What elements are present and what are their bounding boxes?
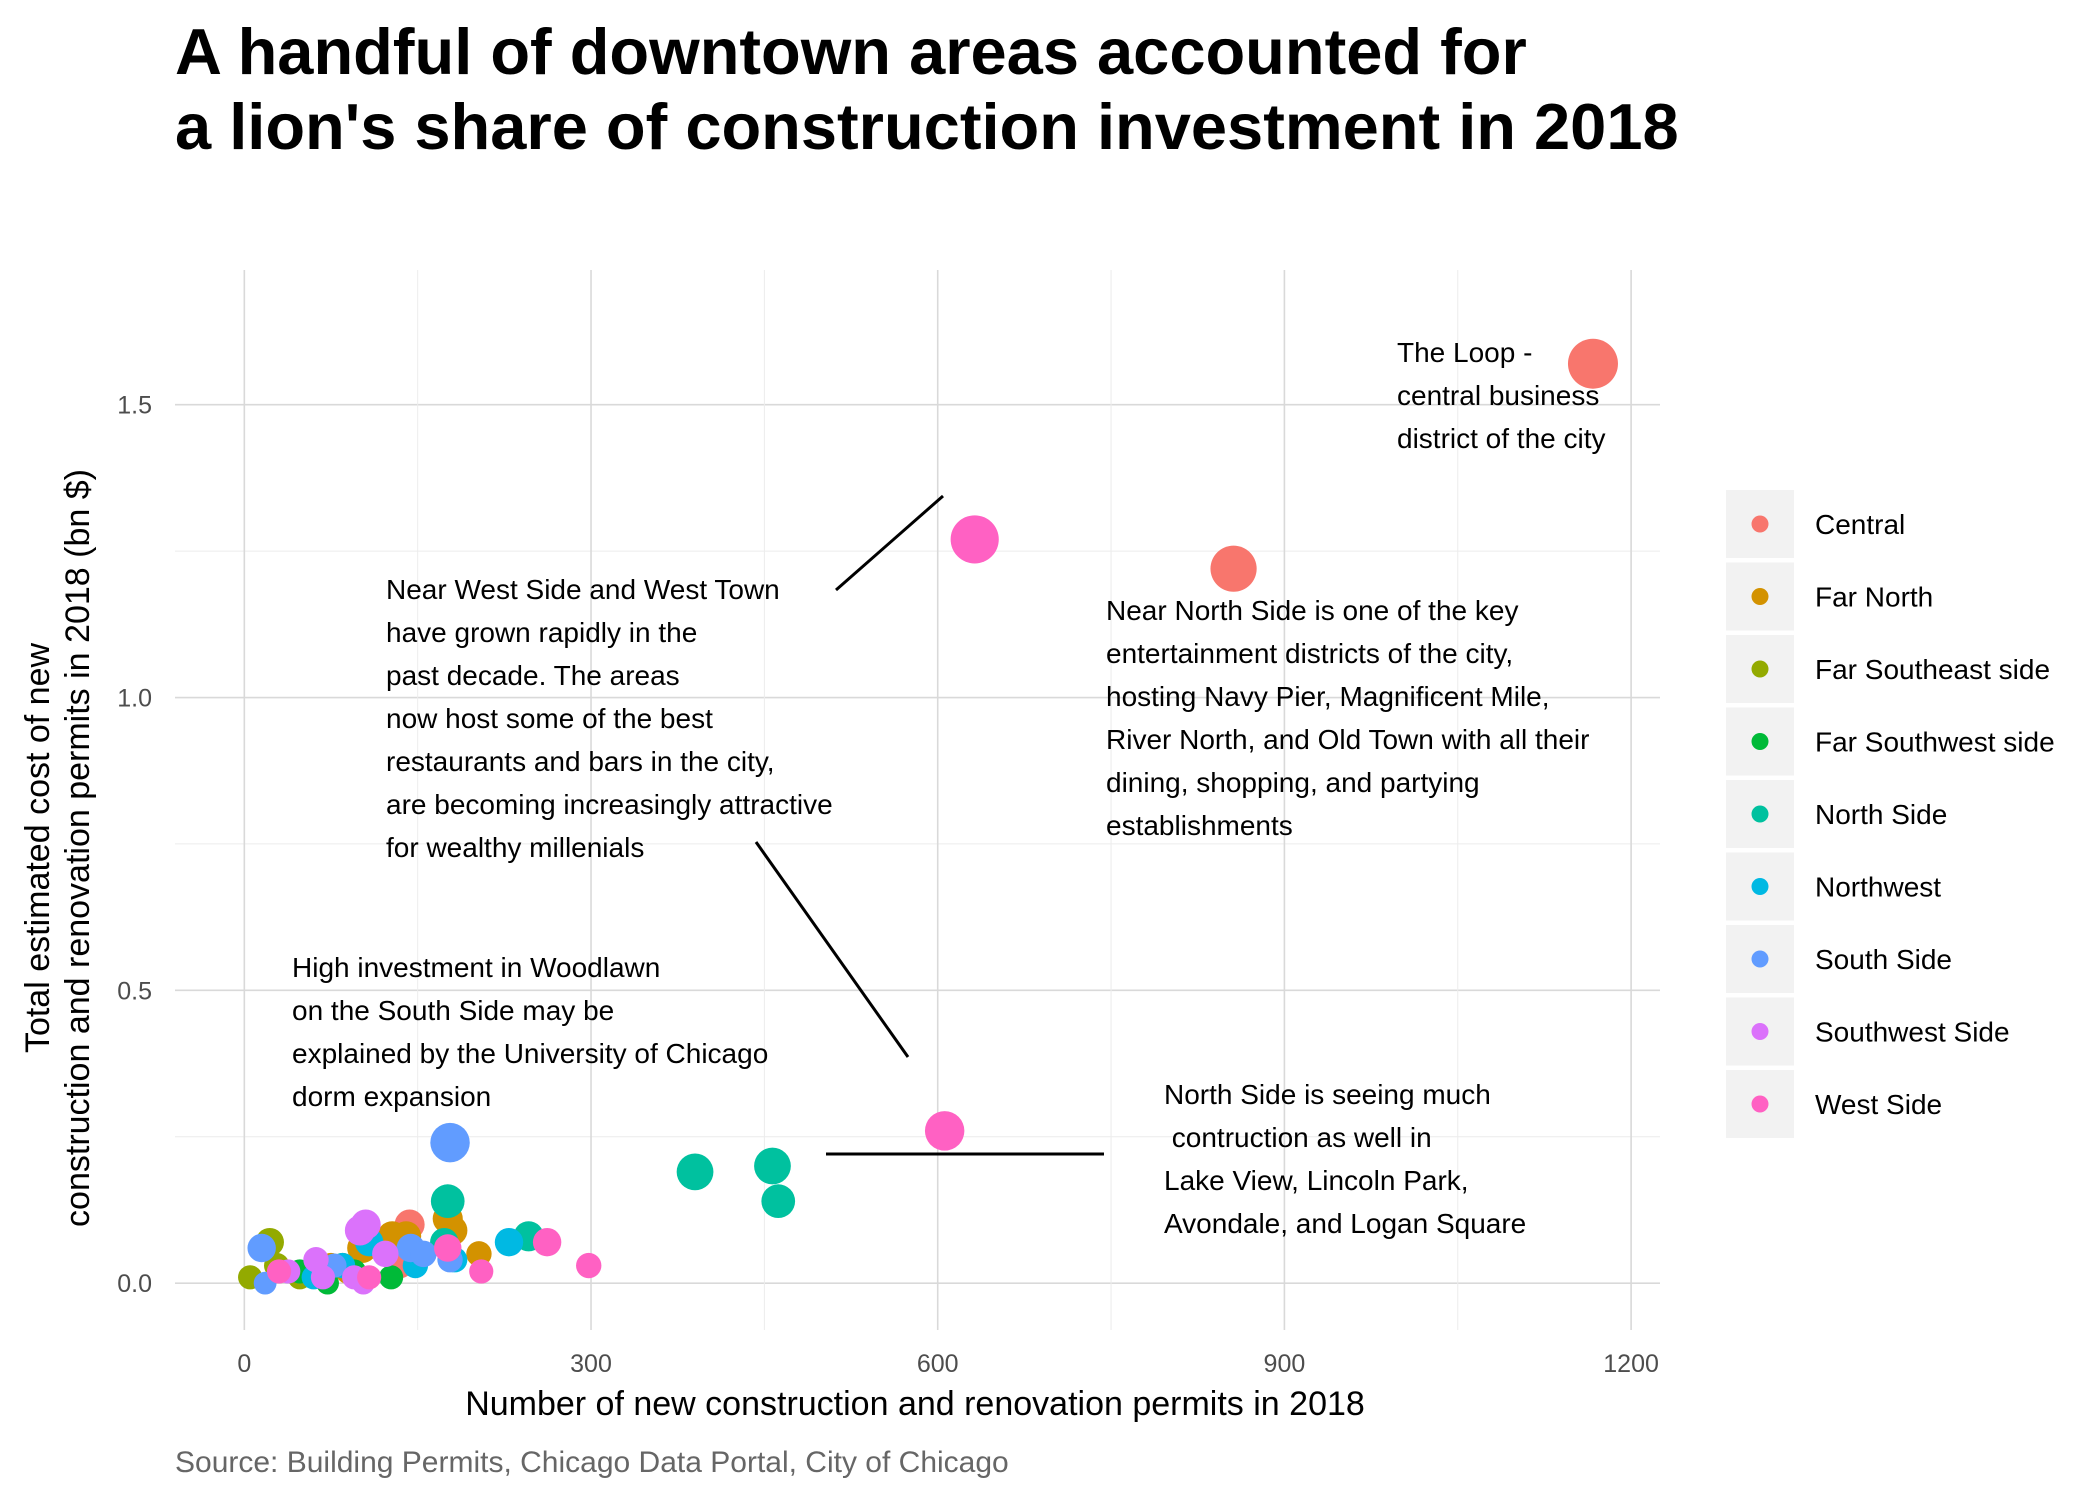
point-west-side — [532, 1227, 562, 1257]
legend-swatch-south-side — [1751, 950, 1769, 968]
legend-swatch-west-side — [1751, 1095, 1769, 1113]
annotation-line: contruction as well in — [1164, 1122, 1432, 1153]
point-west-side — [357, 1265, 382, 1290]
legend-swatch-far-southwest-side — [1751, 733, 1769, 750]
annotation-line: entertainment districts of the city, — [1106, 638, 1513, 669]
tick-labels: 0.0 0.5 1.0 1.5 0 300 600 900 1200 — [117, 392, 1659, 1378]
title-line-2: a lion's share of construction investmen… — [175, 90, 1679, 163]
title-line-1: A handful of downtown areas accounted fo… — [175, 15, 1527, 88]
point-central — [1567, 338, 1618, 389]
annotation-woodlawn: High investment in Woodlawn on the South … — [292, 952, 768, 1112]
annotation-line: central business — [1397, 380, 1599, 411]
y-axis-title-line-1: Total estimated cost of new — [19, 643, 57, 1054]
annotation-line: Near North Side is one of the key — [1106, 595, 1518, 626]
legend-label-central: Central — [1815, 509, 1905, 540]
legend-swatch-central — [1751, 515, 1769, 533]
point-north-side — [430, 1184, 465, 1219]
annotation-connectors — [754, 494, 1104, 1156]
annotation-line: River North, and Old Town with all their — [1106, 724, 1589, 755]
axis-titles: Number of new construction and renovatio… — [19, 469, 1365, 1423]
annotation-line: explained by the University of Chicago — [292, 1038, 768, 1069]
annotations: The Loop - central business district of th… — [292, 337, 1606, 1239]
x-tick-label: 900 — [1264, 1350, 1306, 1378]
annotation-line: North Side is seeing much — [1164, 1079, 1491, 1110]
annotation-near-north-side: Near North Side is one of the key enterta… — [1106, 595, 1589, 841]
point-northwest — [494, 1227, 524, 1257]
annotation-line: Near West Side and West Town — [386, 574, 780, 605]
chart-title: A handful of downtown areas accounted fo… — [175, 15, 1679, 163]
legend-label-southwest-side: Southwest Side — [1815, 1017, 2010, 1048]
point-far-southwest-side — [379, 1265, 404, 1290]
annotation-line: Avondale, and Logan Square — [1164, 1208, 1526, 1239]
legend-label-west-side: West Side — [1815, 1089, 1942, 1120]
legend-swatch-northwest — [1751, 878, 1769, 895]
source-caption: Source: Building Permits, Chicago Data P… — [175, 1446, 1009, 1479]
x-tick-label: 0 — [237, 1350, 251, 1378]
annotation-line: district of the city — [1397, 423, 1606, 454]
point-southwest-side — [344, 1215, 375, 1246]
y-tick-label: 1.5 — [117, 392, 152, 420]
y-tick-label: 1.0 — [117, 685, 152, 713]
point-west-side — [924, 1111, 965, 1151]
legend: Central Far North Far Southeast side Far So… — [1726, 490, 2055, 1138]
x-tick-label: 300 — [570, 1350, 612, 1378]
point-west-side — [469, 1259, 494, 1284]
point-west-side — [433, 1234, 462, 1262]
point-south-side — [247, 1233, 276, 1263]
legend-label-far-north: Far North — [1815, 582, 1933, 613]
point-central — [1210, 545, 1257, 592]
legend-label-northwest: Northwest — [1815, 872, 1941, 903]
annotation-north-side: North Side is seeing much contruction as… — [1164, 1079, 1526, 1239]
legend-label-far-southwest-side: Far Southwest side — [1815, 727, 2055, 758]
point-southwest-side — [310, 1265, 336, 1290]
annotation-the-loop: The Loop - central business district of th… — [1397, 337, 1606, 454]
legend-swatch-southwest-side — [1751, 1023, 1769, 1040]
y-tick-label: 0.5 — [117, 977, 152, 1005]
annotation-near-west-side: Near West Side and West Town have grown r… — [386, 574, 833, 863]
connector-near-west-to-point — [835, 494, 944, 592]
gridlines — [175, 270, 1660, 1330]
y-axis-title-line-2: construction and renovation permits in 2… — [59, 469, 97, 1227]
legend-swatch-far-southeast-side — [1751, 660, 1769, 678]
x-tick-label: 1200 — [1603, 1350, 1659, 1378]
annotation-line: on the South Side may be — [292, 995, 614, 1026]
annotation-line: Lake View, Lincoln Park, — [1164, 1165, 1469, 1196]
x-axis-title: Number of new construction and renovatio… — [465, 1385, 1365, 1423]
point-north-side — [676, 1153, 714, 1191]
annotation-line: hosting Navy Pier, Magnificent Mile, — [1106, 681, 1550, 712]
data-points — [238, 338, 1618, 1295]
point-west-side — [266, 1259, 292, 1284]
point-west-side — [950, 515, 999, 564]
annotation-line: are becoming increasingly attractive — [386, 789, 833, 820]
point-south-side — [430, 1122, 470, 1163]
annotation-line: establishments — [1106, 810, 1293, 841]
point-north-side — [761, 1184, 796, 1219]
annotation-line: The Loop - — [1397, 337, 1532, 368]
point-north-side — [754, 1147, 791, 1185]
y-tick-label: 0.0 — [117, 1270, 152, 1298]
y-axis-title: Total estimated cost of new construction… — [19, 469, 97, 1227]
point-south-side — [410, 1240, 437, 1268]
annotation-line: past decade. The areas — [386, 660, 680, 691]
legend-swatch-north-side — [1751, 805, 1769, 823]
annotation-line: now host some of the best — [386, 703, 713, 734]
legend-swatch-far-north — [1751, 588, 1769, 605]
annotation-line: have grown rapidly in the — [386, 617, 697, 648]
point-west-side — [576, 1252, 602, 1279]
point-southwest-side — [372, 1240, 399, 1268]
x-tick-label: 600 — [917, 1350, 959, 1378]
legend-label-north-side: North Side — [1815, 799, 1947, 830]
legend-label-south-side: South Side — [1815, 944, 1952, 975]
annotation-line: dining, shopping, and partying — [1106, 767, 1480, 798]
annotation-line: dorm expansion — [292, 1081, 491, 1112]
annotation-line: restaurants and bars in the city, — [386, 746, 775, 777]
legend-label-far-southeast-side: Far Southeast side — [1815, 654, 2050, 685]
annotation-line: High investment in Woodlawn — [292, 952, 660, 983]
annotation-line: for wealthy millenials — [386, 832, 644, 863]
connector-west-town-to-point — [754, 841, 910, 1058]
